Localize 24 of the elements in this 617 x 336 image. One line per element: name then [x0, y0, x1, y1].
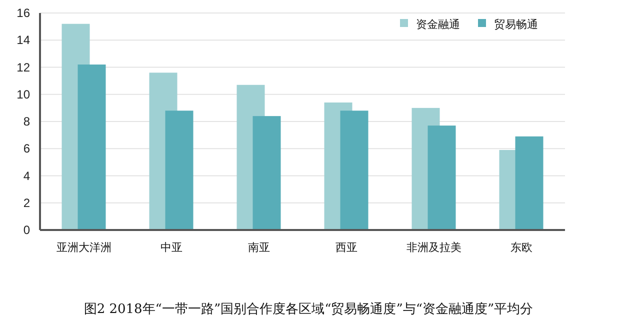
y-tick-label: 6	[23, 142, 30, 156]
legend-label: 资金融通	[416, 18, 460, 31]
caption: 图2 2018年“一带一路”国别合作度各区域“贸易畅通度”与“资金融通度”平均分	[84, 301, 534, 317]
bar	[78, 64, 106, 230]
y-tick-label: 0	[23, 223, 30, 237]
x-tick-label: 中亚	[160, 241, 182, 254]
y-tick-label: 16	[16, 6, 30, 20]
y-tick-label: 10	[16, 87, 30, 102]
x-tick-label: 东欧	[510, 241, 532, 254]
x-tick-label: 亚洲大洋洲	[56, 241, 112, 254]
y-tick-label: 14	[16, 33, 30, 48]
y-tick-label: 2	[23, 196, 30, 210]
bar	[252, 116, 281, 230]
y-tick-label: 4	[23, 168, 30, 183]
bar	[165, 110, 194, 230]
x-tick-label: 南亚	[248, 241, 270, 254]
bar	[515, 136, 544, 230]
x-tick-label: 非洲及拉美	[406, 241, 462, 254]
bar	[340, 110, 368, 230]
legend-label: 贸易畅通	[494, 18, 538, 31]
y-tick-label: 12	[16, 60, 30, 74]
x-tick-label: 西亚	[335, 242, 358, 254]
y-tick-label: 8	[23, 114, 30, 128]
bar	[428, 126, 456, 230]
